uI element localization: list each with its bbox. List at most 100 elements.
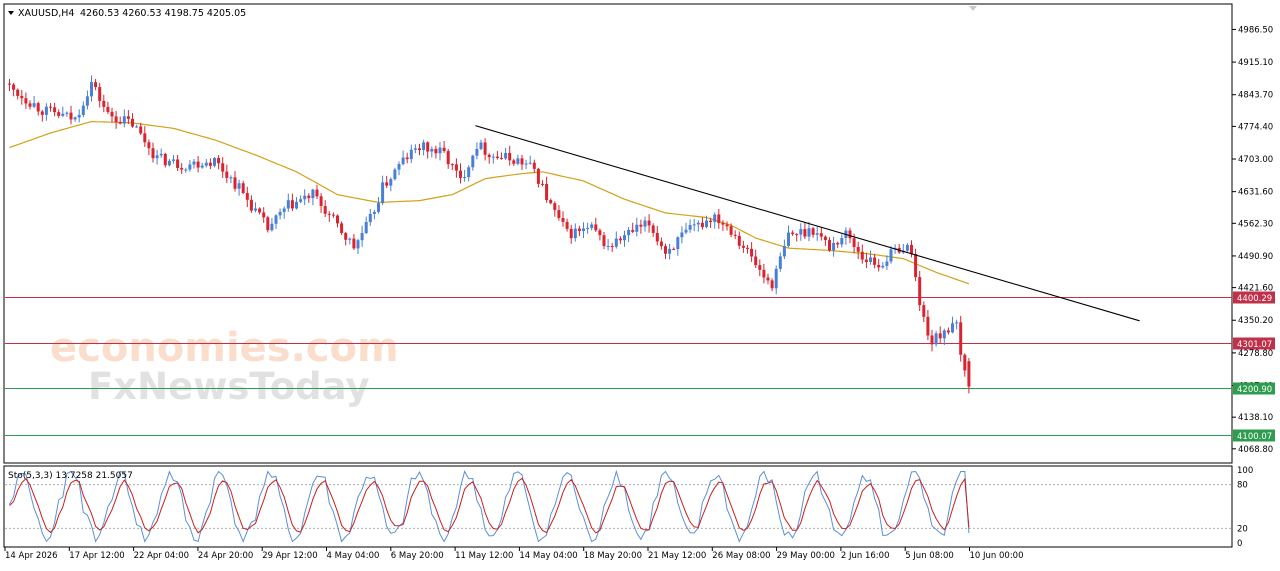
time-tick-label: 21 May 12:00: [648, 551, 706, 561]
candle: [795, 233, 799, 242]
candle: [561, 211, 565, 227]
candle: [372, 209, 376, 220]
candle: [241, 180, 245, 195]
candle: [217, 155, 221, 170]
candle: [233, 171, 237, 192]
candle: [910, 240, 913, 258]
candle: [623, 230, 626, 247]
ma-line[interactable]: [9, 120, 970, 285]
candle: [889, 246, 893, 264]
candle: [16, 88, 20, 100]
candle: [471, 154, 475, 171]
candle: [815, 226, 819, 241]
price-tick-label: 4843.70: [1238, 91, 1273, 101]
candle: [877, 258, 881, 272]
candle: [418, 143, 421, 156]
candle: [500, 152, 503, 160]
candle: [840, 234, 844, 248]
candle: [754, 249, 758, 269]
time-tick-label: 24 Apr 20:00: [198, 551, 253, 561]
watermark-fxnewstoday: FxNewsToday: [88, 365, 370, 408]
candle: [475, 142, 479, 160]
candle: [61, 106, 65, 117]
candle: [627, 227, 631, 243]
time-tick-label: 14 May 04:00: [519, 551, 577, 561]
candle: [266, 215, 270, 233]
candle: [237, 179, 241, 196]
candle: [614, 231, 618, 249]
candle: [286, 193, 290, 212]
candle: [28, 100, 32, 110]
candle: [360, 225, 364, 247]
candle: [782, 239, 786, 260]
candle: [208, 158, 212, 170]
candle: [922, 301, 926, 323]
candle: [967, 357, 971, 394]
candle: [836, 241, 840, 249]
candle: [311, 188, 315, 206]
ohlc-label: 4260.53 4260.53 4198.75 4205.05: [80, 8, 246, 19]
candle: [495, 150, 499, 160]
time-axis: 14 Apr 2026 17 Apr 12:00 22 Apr 04:00 24 Ap…: [4, 547, 1024, 561]
candle: [131, 113, 134, 128]
candle: [668, 243, 672, 260]
level-label-bg-0: [1233, 291, 1275, 304]
price-tick-label: 4350.20: [1238, 316, 1273, 326]
sto-signal-line[interactable]: [9, 477, 970, 534]
candle: [934, 330, 938, 347]
price-panel-frame: [3, 3, 1233, 464]
candle: [352, 234, 356, 250]
candle: [516, 154, 520, 166]
candle: [573, 223, 577, 242]
candle: [340, 221, 344, 236]
candle: [737, 231, 741, 250]
time-tick-label: 22 Apr 04:00: [134, 551, 189, 561]
candle: [717, 209, 721, 229]
candle: [955, 319, 959, 330]
candle: [774, 265, 778, 295]
candle: [85, 90, 89, 110]
candle: [639, 219, 643, 234]
candle: [463, 169, 467, 182]
level-label-bg-2: [1233, 382, 1275, 395]
candle: [504, 147, 508, 160]
candle: [430, 146, 434, 158]
sto-tick-label: 0: [1237, 539, 1242, 549]
candle: [69, 105, 73, 125]
candle: [688, 219, 692, 233]
candle: [864, 252, 868, 269]
chart-shift-icon[interactable]: [969, 6, 977, 11]
candle: [713, 212, 717, 229]
candle: [946, 327, 950, 335]
candle: [143, 126, 147, 147]
trendline[interactable]: [475, 125, 1140, 322]
candle: [631, 222, 635, 234]
candle: [44, 103, 48, 121]
candle: [155, 149, 159, 165]
candle: [524, 159, 528, 170]
candle: [262, 207, 266, 223]
candle: [254, 202, 257, 213]
candle: [200, 162, 204, 169]
candle: [377, 196, 380, 214]
candle: [709, 217, 713, 228]
sto-main-line[interactable]: [9, 469, 970, 543]
candle: [520, 154, 524, 171]
price-tick-label: 4068.80: [1238, 445, 1273, 455]
candle: [643, 216, 647, 232]
level-label-bg-1: [1233, 337, 1275, 350]
time-tick-label: 5 Jun 08:00: [905, 551, 954, 561]
candle: [549, 198, 553, 205]
candle: [413, 144, 417, 154]
candle: [725, 221, 729, 231]
candle: [672, 247, 676, 251]
candle: [803, 222, 807, 240]
candle: [221, 157, 225, 178]
symbol-dropdown-icon[interactable]: [8, 11, 14, 15]
sto-tick-label: 80: [1237, 481, 1248, 491]
price-tick-label: 4703.00: [1238, 155, 1273, 165]
candle: [274, 214, 278, 230]
time-tick-label: 11 May 12:00: [455, 551, 513, 561]
candle: [618, 236, 622, 244]
